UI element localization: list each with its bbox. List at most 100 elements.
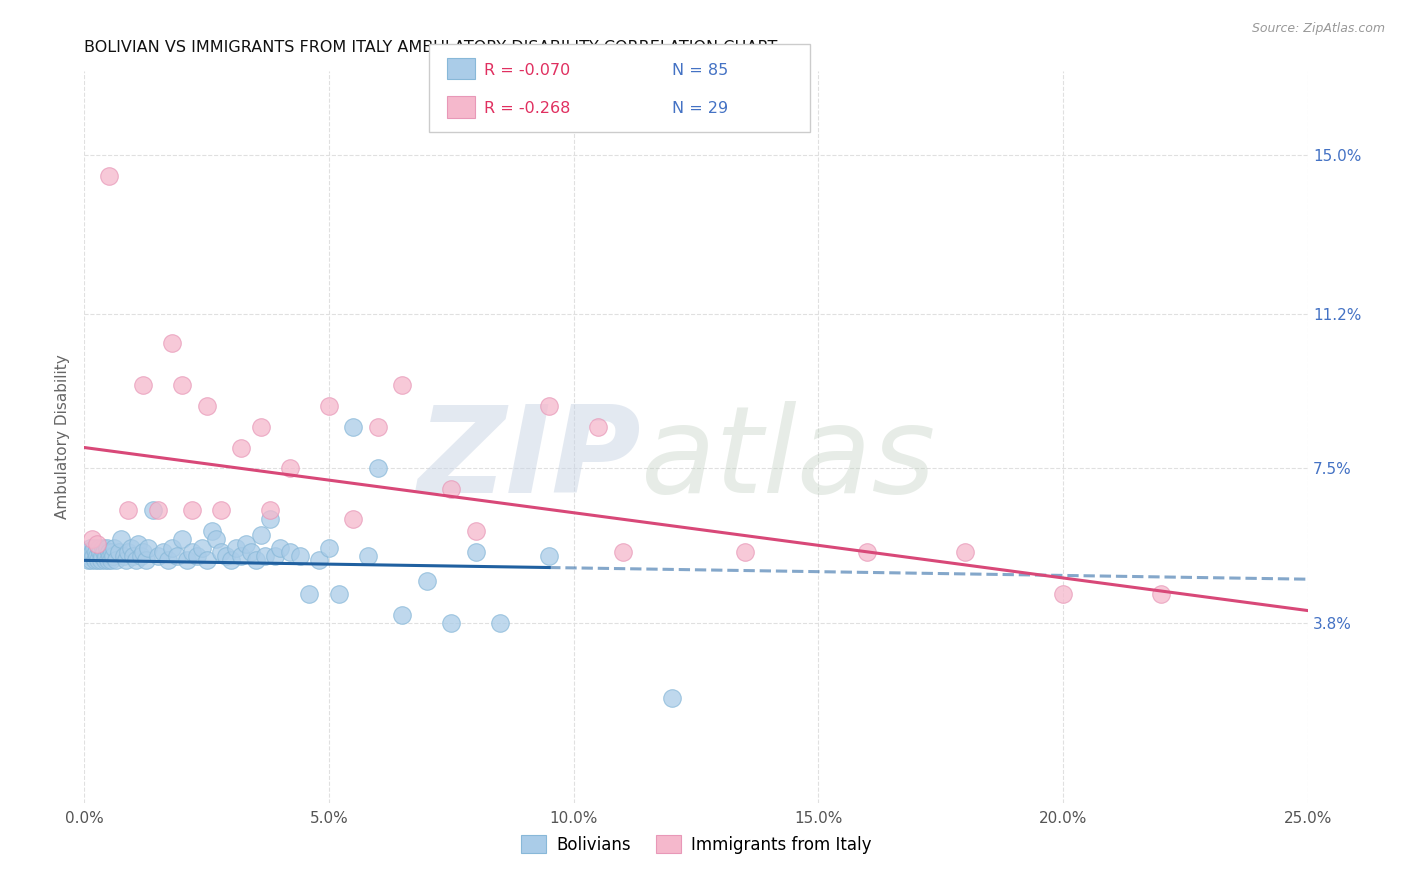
Point (229, 549, 252, 564)
Point (94, 549, 117, 564)
Point (538, 549, 561, 564)
Point (464, 524, 486, 538)
Point (103, 541, 125, 555)
Point (98, 549, 121, 564)
Point (84, 545, 107, 559)
Point (200, 524, 222, 538)
Point (391, 607, 413, 622)
Point (464, 545, 486, 559)
Point (235, 536, 257, 550)
Point (195, 399, 218, 413)
Y-axis label: Ambulatory Disability: Ambulatory Disability (55, 355, 70, 519)
Point (342, 511, 364, 525)
Point (953, 545, 976, 559)
Point (191, 541, 214, 555)
Point (76, 545, 98, 559)
Point (142, 503, 165, 517)
Point (129, 549, 152, 564)
Point (612, 545, 634, 559)
Point (416, 574, 439, 589)
Point (215, 549, 238, 564)
Point (97, 553, 120, 567)
Text: atlas: atlas (641, 401, 936, 517)
Point (367, 419, 389, 434)
Point (254, 549, 277, 564)
Point (97, 545, 120, 559)
Point (229, 441, 252, 455)
Point (135, 553, 157, 567)
Point (146, 549, 169, 564)
Point (172, 533, 194, 547)
Point (181, 545, 204, 559)
Text: BOLIVIAN VS IMMIGRANTS FROM ITALY AMBULATORY DISABILITY CORRELATION CHART: BOLIVIAN VS IMMIGRANTS FROM ITALY AMBULA… (84, 40, 778, 55)
Point (1052, 587, 1074, 601)
Point (132, 377, 155, 392)
Point (186, 549, 208, 564)
Point (86, 536, 108, 550)
Point (162, 336, 184, 351)
Point (91, 541, 114, 555)
Point (259, 503, 281, 517)
Point (209, 503, 232, 517)
Point (152, 545, 174, 559)
Point (90, 553, 112, 567)
Point (181, 503, 204, 517)
Point (132, 545, 155, 559)
Point (120, 541, 142, 555)
Point (100, 553, 122, 567)
Point (278, 545, 301, 559)
Point (77, 549, 100, 564)
Point (156, 553, 179, 567)
Text: ZIP: ZIP (418, 401, 641, 517)
Point (105, 553, 128, 567)
Point (249, 528, 271, 542)
Point (176, 553, 198, 567)
Point (734, 545, 756, 559)
Point (489, 616, 512, 631)
Point (79, 541, 101, 555)
Point (97, 169, 120, 183)
Point (127, 536, 149, 550)
Point (107, 545, 129, 559)
Point (91, 549, 114, 564)
Text: N = 29: N = 29 (672, 102, 728, 116)
Point (298, 587, 321, 601)
Point (80, 533, 103, 547)
Point (440, 616, 463, 631)
Point (115, 553, 138, 567)
Point (288, 549, 311, 564)
Point (125, 553, 148, 567)
Point (83, 541, 105, 555)
Point (219, 553, 242, 567)
Point (112, 549, 135, 564)
Point (84, 553, 107, 567)
Point (93, 545, 115, 559)
Point (318, 399, 340, 413)
Point (367, 461, 389, 475)
Point (209, 545, 232, 559)
Legend: Bolivians, Immigrants from Italy: Bolivians, Immigrants from Italy (515, 829, 877, 860)
Point (100, 545, 122, 559)
Point (1150, 587, 1173, 601)
Text: R = -0.268: R = -0.268 (484, 102, 569, 116)
Text: R = -0.070: R = -0.070 (484, 63, 569, 78)
Point (87, 541, 110, 555)
Point (239, 545, 262, 559)
Point (80, 553, 103, 567)
Point (538, 399, 561, 413)
Text: Source: ZipAtlas.com: Source: ZipAtlas.com (1251, 22, 1385, 36)
Point (86, 549, 108, 564)
Point (87, 553, 110, 567)
Point (205, 533, 228, 547)
Point (661, 691, 683, 706)
Point (391, 377, 413, 392)
Point (225, 541, 247, 555)
Point (82, 545, 104, 559)
Point (166, 549, 188, 564)
Point (342, 419, 364, 434)
Point (117, 503, 139, 517)
Point (264, 549, 287, 564)
Point (259, 511, 281, 525)
Point (308, 553, 330, 567)
Text: N = 85: N = 85 (672, 63, 728, 78)
